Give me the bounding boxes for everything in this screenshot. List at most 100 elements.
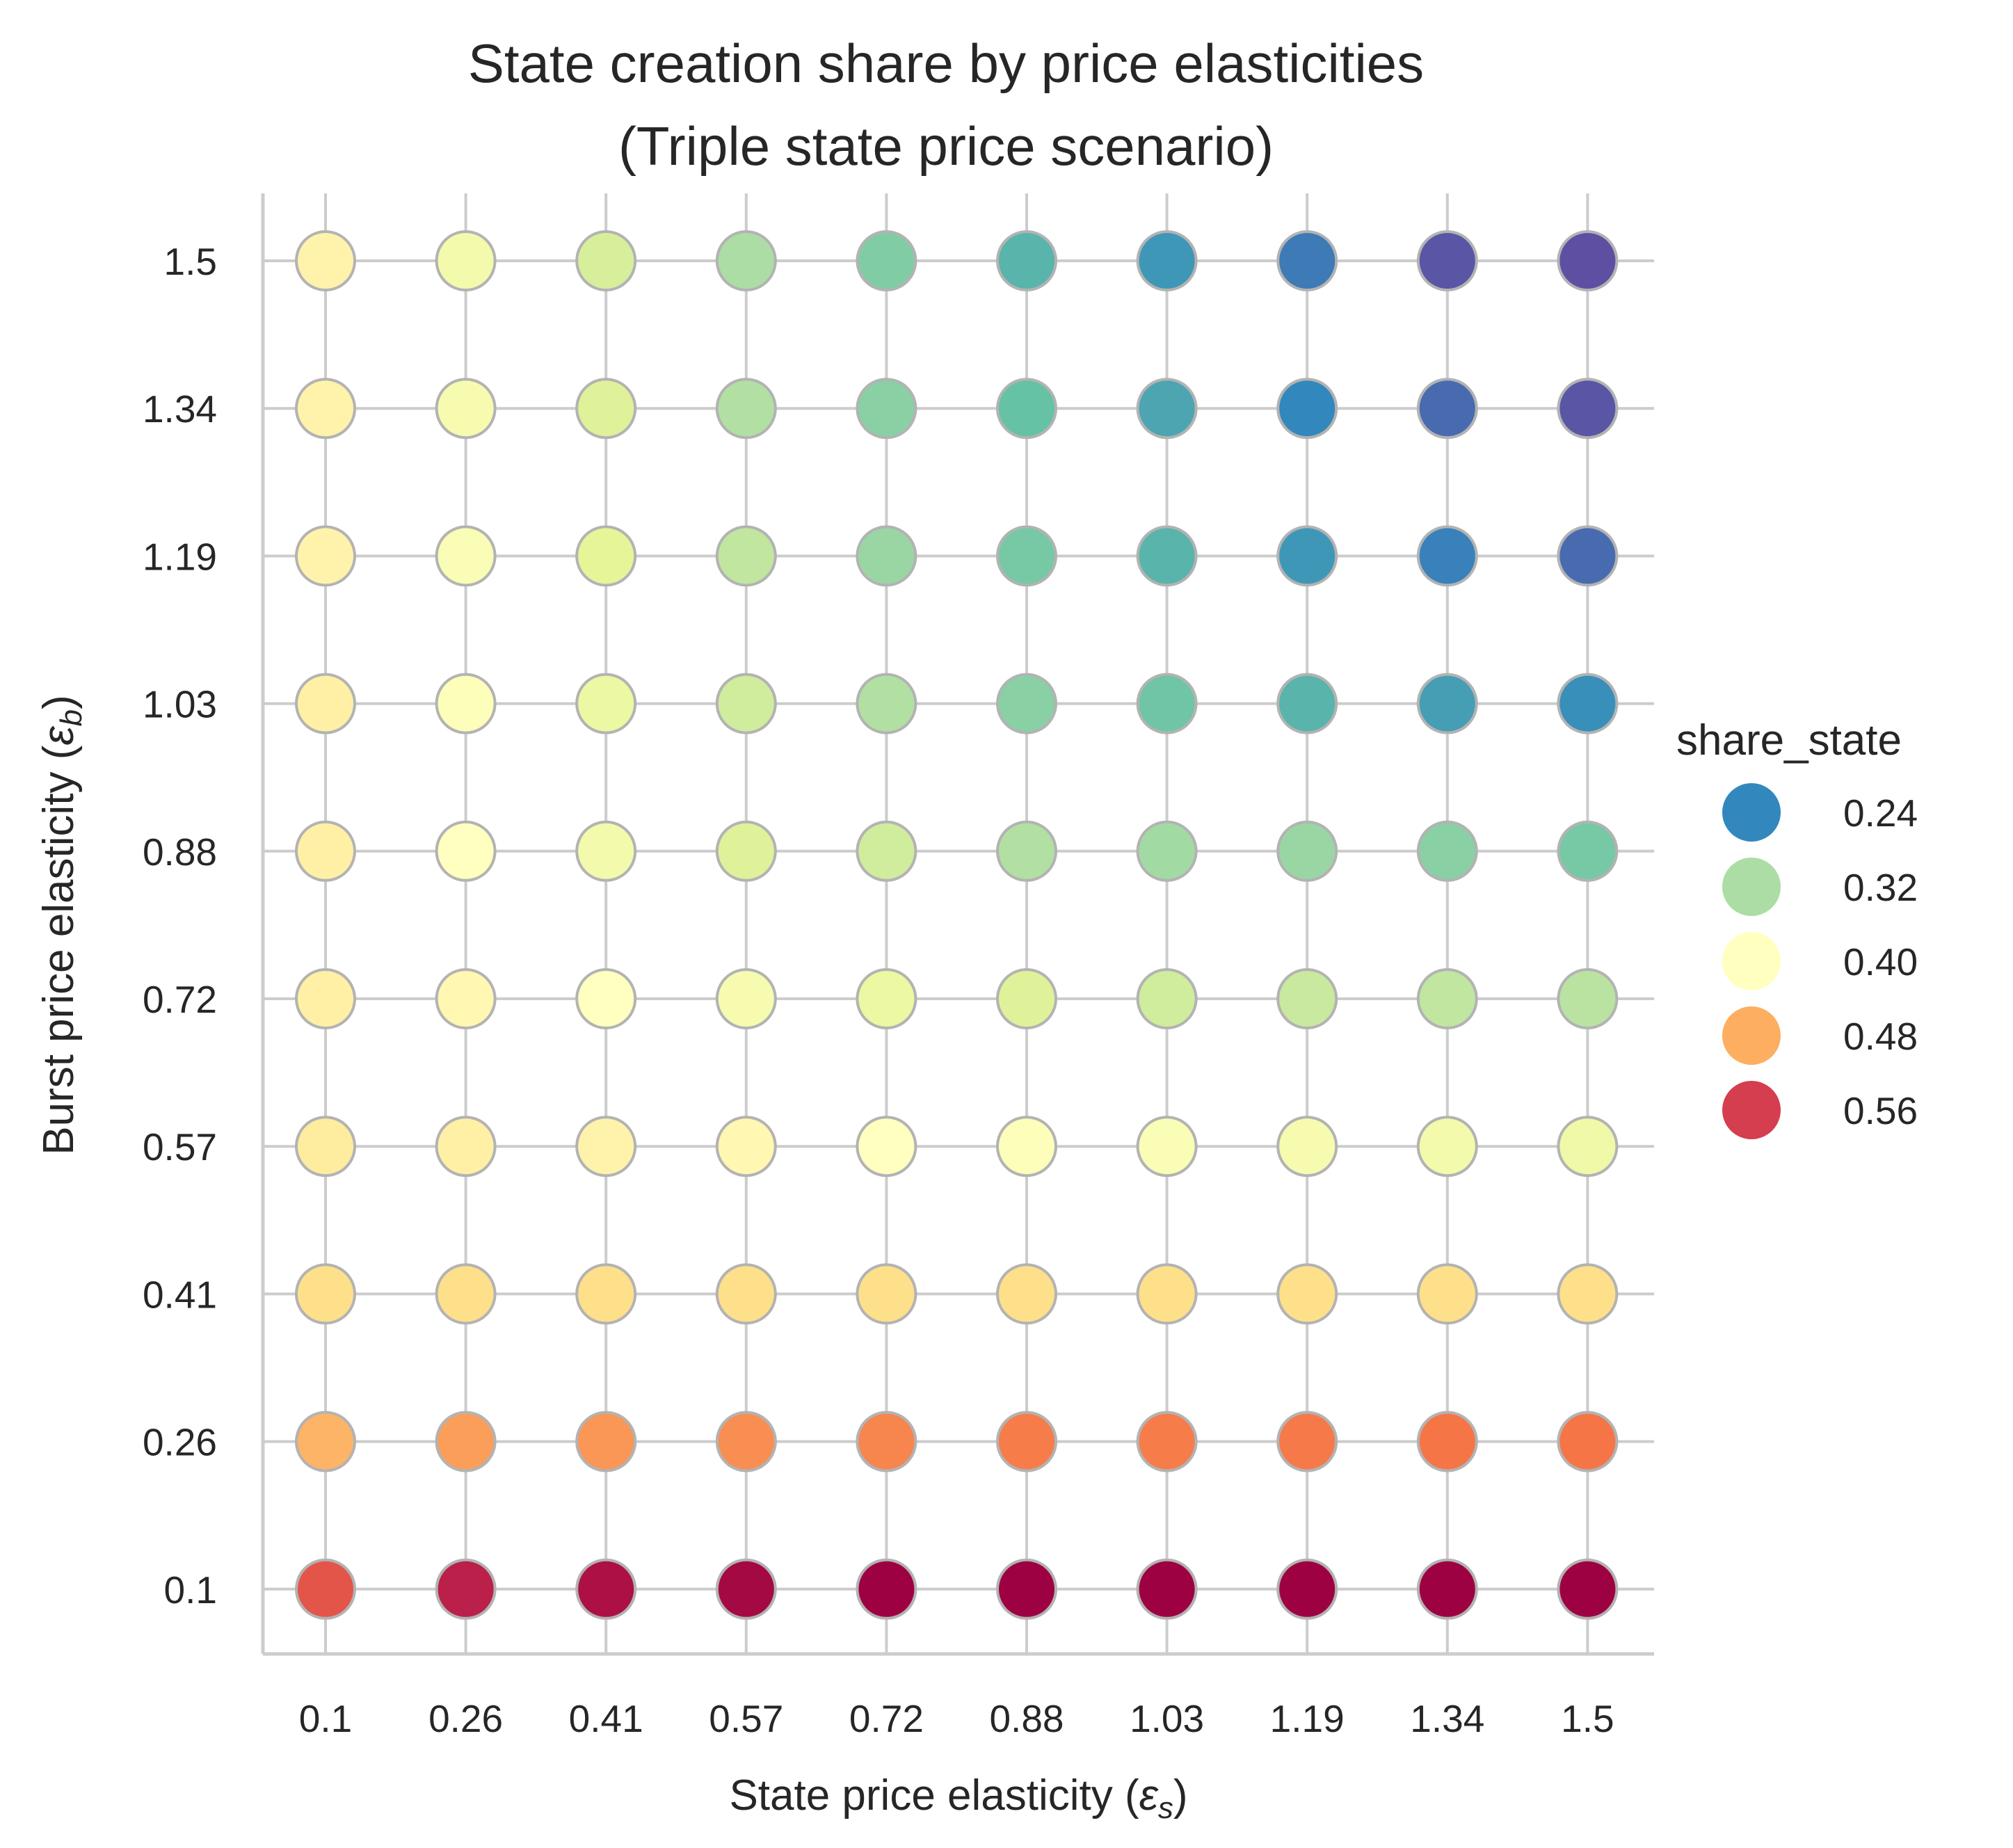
data-point: [715, 820, 777, 882]
x-tick-label: 1.34: [1410, 1697, 1484, 1740]
data-point: [1416, 525, 1478, 587]
data-point: [1557, 1263, 1619, 1325]
data-point: [1416, 1116, 1478, 1178]
data-point: [295, 673, 356, 734]
data-point: [1136, 1411, 1198, 1472]
data-point: [856, 1411, 917, 1472]
data-point: [715, 968, 777, 1029]
data-point: [575, 968, 637, 1029]
data-point: [996, 230, 1057, 291]
legend-label: 0.24: [1843, 792, 1918, 835]
data-point: [1136, 820, 1198, 882]
data-point: [715, 378, 777, 440]
data-point: [1276, 968, 1338, 1029]
y-tick-labels: 0.1 0.26 0.41 0.57 0.72 0.88 1.03 1.19 1.34 1.5: [143, 240, 217, 1612]
data-point: [435, 968, 497, 1029]
legend-marker: [1722, 1006, 1781, 1065]
data-point: [435, 378, 497, 440]
data-point: [996, 1263, 1057, 1325]
data-point: [575, 230, 637, 291]
legend-title: share_state: [1676, 716, 1902, 764]
y-tick-label: 0.88: [143, 830, 217, 874]
data-point: [435, 230, 497, 291]
data-point: [996, 378, 1057, 440]
data-point: [295, 525, 356, 587]
legend-marker: [1722, 858, 1781, 916]
data-point: [715, 230, 777, 291]
legend-label: 0.32: [1843, 866, 1918, 909]
data-point: [435, 525, 497, 587]
data-point: [1416, 1263, 1478, 1325]
x-tick-label: 1.19: [1270, 1697, 1345, 1740]
data-point: [575, 820, 637, 882]
legend-marker: [1722, 1081, 1781, 1139]
data-point: [1136, 968, 1198, 1029]
legend-label: 0.48: [1843, 1015, 1918, 1058]
data-point: [1276, 673, 1338, 734]
data-point: [715, 673, 777, 734]
y-tick-label: 0.57: [143, 1125, 217, 1168]
y-tick-label: 1.19: [143, 535, 217, 578]
data-point: [435, 1263, 497, 1325]
data-point: [1136, 1263, 1198, 1325]
data-point: [575, 525, 637, 587]
data-point: [435, 1116, 497, 1178]
x-tick-labels: 0.1 0.26 0.41 0.57 0.72 0.88 1.03 1.19 1.34 1.5: [299, 1697, 1614, 1740]
data-point: [575, 1263, 637, 1325]
data-point: [1276, 230, 1338, 291]
data-point: [295, 968, 356, 1029]
y-tick-label: 0.41: [143, 1273, 217, 1316]
data-point: [1276, 1558, 1338, 1620]
data-point: [715, 525, 777, 587]
y-axis-label-text: Burst price elasticity: [35, 771, 83, 1155]
data-point: [295, 378, 356, 440]
data-point: [1557, 230, 1619, 291]
x-axis-label: State price elasticity (εs): [729, 1771, 1187, 1825]
data-point: [295, 230, 356, 291]
data-point: [996, 673, 1057, 734]
legend: share_state 0.24 0.32 0.40 0.48 0.56: [1676, 716, 1918, 1139]
x-axis-label-subscript: s: [1158, 1791, 1173, 1825]
data-point: [856, 673, 917, 734]
x-tick-label: 0.57: [709, 1697, 783, 1740]
data-point: [1416, 378, 1478, 440]
data-point: [996, 968, 1057, 1029]
data-point: [575, 1116, 637, 1178]
x-tick-label: 0.26: [428, 1697, 503, 1740]
data-point: [1276, 1411, 1338, 1472]
data-point: [1557, 820, 1619, 882]
data-point: [1557, 1116, 1619, 1178]
data-point: [295, 1263, 356, 1325]
data-point: [1416, 1558, 1478, 1620]
data-point: [1557, 525, 1619, 587]
data-point: [295, 1558, 356, 1620]
x-axis-label-symbol: ε: [1139, 1771, 1159, 1819]
y-tick-label: 0.26: [143, 1421, 217, 1464]
data-point: [996, 1116, 1057, 1178]
x-tick-label: 0.41: [569, 1697, 643, 1740]
data-point: [575, 378, 637, 440]
data-point: [1557, 1411, 1619, 1472]
data-point: [715, 1411, 777, 1472]
data-point: [856, 820, 917, 882]
chart-title-line-2: (Triple state price scenario): [618, 115, 1274, 177]
data-point: [715, 1558, 777, 1620]
data-point: [1136, 378, 1198, 440]
data-point: [1557, 1558, 1619, 1620]
data-point: [435, 673, 497, 734]
data-point: [1557, 378, 1619, 440]
y-axis-label-subscript: b: [54, 709, 88, 726]
y-axis-label: Burst price elasticity (εb): [35, 695, 88, 1155]
data-point: [856, 525, 917, 587]
data-point: [1136, 673, 1198, 734]
data-point: [1276, 1116, 1338, 1178]
data-point: [856, 1116, 917, 1178]
y-axis-label-symbol: ε: [35, 726, 83, 746]
chart-title-line-1: State creation share by price elasticiti…: [468, 33, 1424, 94]
data-point: [856, 1558, 917, 1620]
data-point: [1136, 525, 1198, 587]
data-point: [1416, 1411, 1478, 1472]
data-point: [435, 1558, 497, 1620]
